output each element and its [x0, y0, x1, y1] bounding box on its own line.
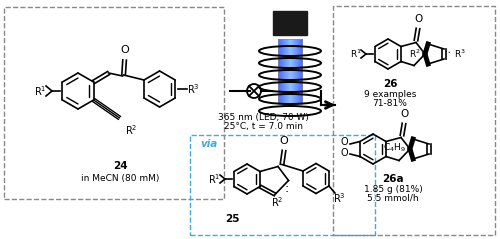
Text: O: O — [280, 136, 288, 146]
Text: R$^3$: R$^3$ — [454, 48, 466, 60]
Bar — [302, 39, 303, 104]
Text: R$^1$: R$^1$ — [208, 172, 220, 186]
Text: C$_4$H$_9$: C$_4$H$_9$ — [383, 142, 406, 154]
Text: R$^1$: R$^1$ — [34, 84, 46, 98]
Bar — [280, 39, 281, 104]
Bar — [273, 11, 307, 35]
Text: 24: 24 — [112, 161, 128, 171]
Text: 9 examples: 9 examples — [364, 89, 416, 98]
Bar — [291, 39, 292, 104]
Bar — [293, 39, 294, 104]
Bar — [297, 39, 298, 104]
Bar — [278, 39, 279, 104]
Text: 71-81%: 71-81% — [372, 98, 408, 108]
Bar — [282, 39, 283, 104]
Bar — [284, 39, 285, 104]
Bar — [298, 39, 299, 104]
Text: R$^3$: R$^3$ — [188, 82, 200, 96]
Text: 5.5 mmol/h: 5.5 mmol/h — [367, 194, 419, 202]
Text: O: O — [340, 137, 348, 147]
Bar — [295, 39, 296, 104]
Text: R$^2$: R$^2$ — [271, 196, 283, 209]
Text: O: O — [120, 45, 129, 55]
Text: 25°C, t = 7.0 min: 25°C, t = 7.0 min — [224, 123, 302, 131]
Text: O: O — [340, 148, 348, 158]
Bar — [300, 39, 301, 104]
Bar — [283, 39, 284, 104]
Bar — [299, 39, 300, 104]
Bar — [292, 39, 293, 104]
Bar — [281, 39, 282, 104]
Text: R$^2$: R$^2$ — [124, 123, 137, 137]
Text: O: O — [401, 109, 409, 119]
Text: 26: 26 — [383, 79, 397, 89]
Text: R$^2$: R$^2$ — [409, 48, 421, 60]
Bar — [290, 39, 291, 104]
Text: O: O — [415, 13, 423, 23]
Bar — [286, 39, 287, 104]
Bar — [285, 39, 286, 104]
Bar — [279, 39, 280, 104]
Text: R$^3$: R$^3$ — [332, 191, 345, 205]
Text: 1.85 g (81%): 1.85 g (81%) — [364, 185, 422, 194]
Bar — [296, 39, 297, 104]
Bar — [288, 39, 289, 104]
Text: via: via — [200, 139, 217, 149]
Text: R$^1$: R$^1$ — [350, 48, 362, 60]
Text: 26a: 26a — [382, 174, 404, 184]
Text: 25: 25 — [225, 214, 240, 224]
Bar — [287, 39, 288, 104]
Bar — [301, 39, 302, 104]
Bar — [289, 39, 290, 104]
Text: :: : — [284, 183, 288, 196]
Bar — [278, 39, 302, 104]
Text: 365 nm (LED, 70 W): 365 nm (LED, 70 W) — [218, 113, 308, 121]
Text: in MeCN (80 mM): in MeCN (80 mM) — [81, 174, 159, 183]
Bar — [294, 39, 295, 104]
